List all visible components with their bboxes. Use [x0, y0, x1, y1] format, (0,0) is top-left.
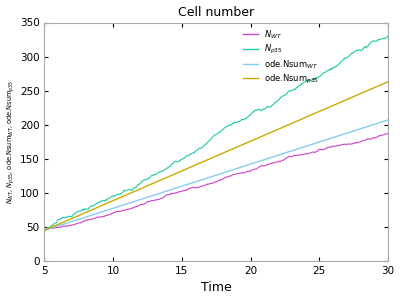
X-axis label: Time: Time: [201, 281, 232, 294]
Legend: $N_{WT}$, $N_{p35}$, ode.Nsum$_{WT}$, ode.Nsum$_{p35}$: $N_{WT}$, $N_{p35}$, ode.Nsum$_{WT}$, od…: [241, 27, 321, 88]
Y-axis label: $N_{WT}$, $N_{p35}$, ode.Nsum$_{WT}$, ode.Nsum$_{p35}$: $N_{WT}$, $N_{p35}$, ode.Nsum$_{WT}$, od…: [6, 80, 17, 204]
Title: Cell number: Cell number: [178, 6, 254, 19]
